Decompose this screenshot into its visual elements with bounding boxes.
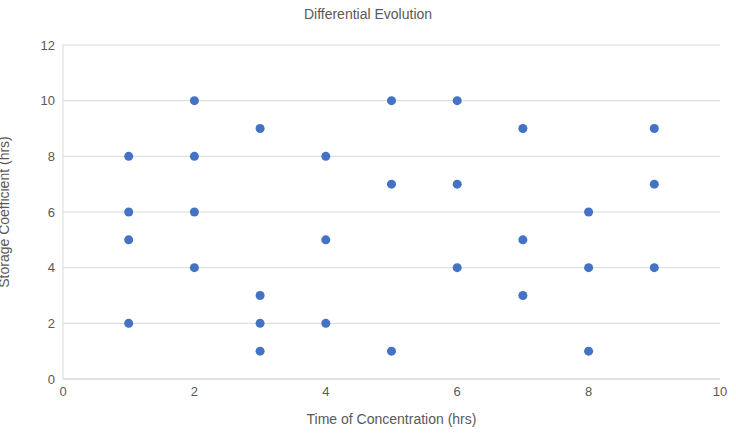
svg-text:12: 12 — [41, 38, 55, 53]
svg-text:4: 4 — [48, 260, 55, 275]
svg-text:0: 0 — [48, 372, 55, 387]
svg-text:4: 4 — [322, 384, 329, 399]
svg-text:6: 6 — [454, 384, 461, 399]
svg-text:0: 0 — [59, 384, 66, 399]
svg-text:8: 8 — [48, 149, 55, 164]
svg-text:Time of Concentration (hrs): Time of Concentration (hrs) — [307, 411, 477, 427]
svg-text:8: 8 — [585, 384, 592, 399]
html-text:Differential Evolution: Differential Evolution — [303, 6, 433, 22]
svg-text:Storage Coefficient (hrs): Storage Coefficient (hrs) — [8, 136, 12, 287]
svg-text:2: 2 — [48, 316, 55, 331]
svg-text:10: 10 — [713, 384, 727, 399]
svg-text:2: 2 — [191, 384, 198, 399]
svg-text:10: 10 — [41, 93, 55, 108]
svg-text:6: 6 — [48, 205, 55, 220]
